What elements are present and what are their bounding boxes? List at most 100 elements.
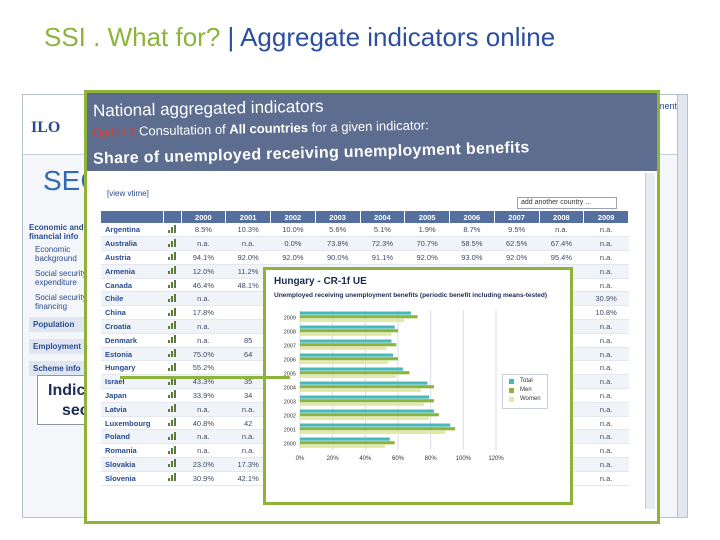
country-link[interactable]: Luxembourg [101, 416, 163, 431]
value-cell: 11.2% [225, 264, 271, 279]
country-link[interactable]: Austria [101, 250, 163, 265]
bar-total [300, 311, 412, 315]
bar-chart-icon[interactable] [168, 349, 176, 358]
y-tick-label: 2001 [284, 428, 296, 434]
year-header[interactable]: 2009 [583, 211, 629, 223]
year-header[interactable]: 2007 [494, 211, 540, 223]
value-cell: 8.5% [181, 223, 226, 238]
bar-chart-icon[interactable] [168, 224, 176, 233]
y-tick-label: 2006 [284, 358, 296, 364]
chart-icon-cell[interactable] [163, 360, 181, 376]
year-header[interactable]: 2004 [360, 211, 406, 223]
value-cell: n.a. [583, 223, 629, 238]
country-link[interactable]: Australia [101, 236, 163, 252]
bar-chart-icon[interactable] [168, 252, 176, 261]
bar-total [300, 325, 395, 329]
value-cell: 92.0% [404, 250, 450, 265]
bar-chart-icon[interactable] [168, 280, 176, 289]
chart-icon-cell[interactable] [163, 291, 181, 307]
country-link[interactable]: Croatia [101, 319, 163, 334]
value-cell: n.a. [583, 360, 629, 376]
country-link[interactable]: Chile [101, 291, 163, 307]
value-cell: n.a. [181, 291, 226, 307]
chart-icon-cell[interactable] [163, 388, 181, 403]
bar-men [300, 371, 410, 375]
country-link[interactable]: China [101, 305, 163, 321]
chart-icon-cell[interactable] [163, 278, 181, 293]
left-nav-item[interactable]: Employment [29, 339, 99, 354]
bar-women [300, 430, 446, 434]
chart-icon-cell[interactable] [163, 416, 181, 431]
chart-icon-cell[interactable] [163, 457, 181, 472]
overlay-scrollbar[interactable] [645, 173, 655, 509]
country-link[interactable]: Argentina [101, 223, 163, 238]
bar-men [300, 427, 456, 431]
value-cell: n.a. [225, 443, 271, 459]
left-nav-item[interactable]: Scheme info [29, 361, 99, 376]
year-header[interactable]: 2006 [449, 211, 495, 223]
country-link[interactable]: Estonia [101, 347, 163, 362]
left-nav-item[interactable]: Population [29, 317, 99, 332]
left-nav-item[interactable]: Social security financing [35, 293, 87, 311]
bar-chart-icon[interactable] [168, 362, 176, 371]
chart-icon-cell[interactable] [163, 429, 181, 445]
chart-icon-cell[interactable] [163, 443, 181, 459]
bar-chart-icon[interactable] [168, 266, 176, 275]
country-link[interactable]: Slovakia [101, 457, 163, 472]
value-cell: 90.0% [315, 250, 360, 265]
value-cell: n.a. [583, 443, 629, 459]
bar-chart-icon[interactable] [168, 307, 176, 316]
country-link[interactable]: Japan [101, 388, 163, 403]
country-link[interactable]: Armenia [101, 264, 163, 279]
value-cell: 73.8% [315, 236, 360, 252]
year-header[interactable]: 2000 [181, 211, 227, 223]
x-tick-label: 0% [296, 456, 305, 462]
value-cell: n.a. [583, 402, 629, 417]
bar-chart-icon[interactable] [168, 335, 176, 344]
chart-icon-cell[interactable] [163, 347, 181, 362]
site-scrollbar[interactable] [677, 95, 687, 517]
chart-icon-cell[interactable] [163, 305, 181, 321]
left-nav-item[interactable]: Social security expenditure [35, 269, 87, 287]
bar-chart-icon[interactable] [168, 321, 176, 330]
bar-chart-icon[interactable] [168, 445, 176, 454]
bar-chart-icon[interactable] [168, 431, 176, 440]
slide-title-separator: | [220, 22, 241, 52]
value-cell: 42.1% [225, 471, 271, 486]
bar-chart-icon[interactable] [168, 390, 176, 399]
value-cell: n.a. [583, 319, 629, 334]
year-header[interactable]: 2001 [225, 211, 271, 223]
country-link[interactable]: Hungary [101, 360, 163, 376]
year-header[interactable]: 2008 [539, 211, 585, 223]
bar-chart-icon[interactable] [168, 238, 176, 247]
country-link[interactable]: Slovenia [101, 471, 163, 486]
chart-legend: Total Men Women [502, 374, 548, 409]
country-link[interactable]: Romania [101, 443, 163, 459]
bar-chart-icon[interactable] [168, 293, 176, 302]
chart-icon-cell[interactable] [163, 333, 181, 348]
country-link[interactable]: Canada [101, 278, 163, 293]
left-nav-item[interactable]: Economic and financial info [29, 223, 84, 241]
chart-icon-cell[interactable] [163, 264, 181, 279]
year-header[interactable]: 2002 [270, 211, 316, 223]
year-header[interactable]: 2005 [404, 211, 450, 223]
bar-chart-icon[interactable] [168, 459, 176, 468]
chart-icon-cell[interactable] [163, 250, 181, 265]
chart-icon-cell[interactable] [163, 236, 181, 252]
country-link[interactable]: Latvia [101, 402, 163, 417]
country-link[interactable]: Poland [101, 429, 163, 445]
chart-icon-cell[interactable] [163, 471, 181, 486]
add-country-select[interactable]: add another country ... [517, 197, 617, 209]
bar-chart-icon[interactable] [168, 404, 176, 413]
bar-chart-icon[interactable] [168, 376, 176, 385]
country-link[interactable]: Denmark [101, 333, 163, 348]
chart-icon-cell[interactable] [163, 319, 181, 334]
legend-swatch [509, 378, 514, 384]
view-time-button[interactable]: [view vtime] [107, 189, 149, 198]
bar-chart-icon[interactable] [168, 473, 176, 482]
left-nav-item[interactable]: Economic background [35, 245, 77, 263]
chart-icon-cell[interactable] [163, 223, 181, 238]
bar-chart-icon[interactable] [168, 418, 176, 427]
year-header[interactable]: 2003 [315, 211, 361, 223]
chart-icon-cell[interactable] [163, 402, 181, 417]
